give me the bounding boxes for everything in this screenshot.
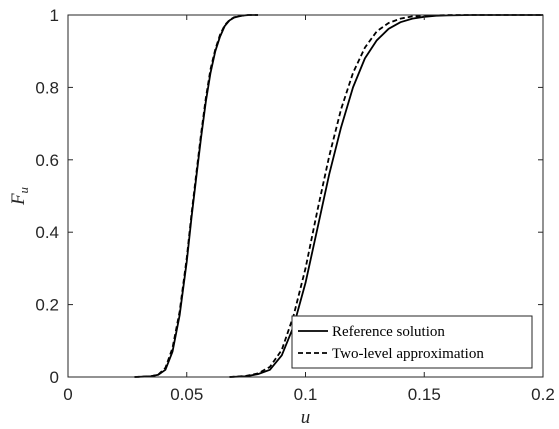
axes: 0 0.05 0.1 0.15 0.2 0 0.2 0.4 0.6 0.8 1 <box>35 6 554 404</box>
y-axis-label: Fu <box>8 186 31 206</box>
legend-label: Two-level approximation <box>332 346 484 362</box>
legend-box <box>291 315 533 369</box>
x-tick-label: 0.15 <box>408 385 441 404</box>
y-tick-label: 1 <box>50 6 59 25</box>
legend-label: Reference solution <box>332 324 445 340</box>
x-ticks: 0 0.05 0.1 0.15 0.2 <box>63 15 555 404</box>
y-axis-label-main: F <box>8 193 29 206</box>
y-ticks: 0 0.2 0.4 0.6 0.8 1 <box>35 6 543 387</box>
series-line <box>134 14 258 378</box>
series-line <box>134 14 258 378</box>
x-tick-label: 0.2 <box>531 385 555 404</box>
x-tick-label: 0.1 <box>294 385 318 404</box>
y-tick-label: 0 <box>50 368 59 387</box>
x-tick-label: 0 <box>63 385 72 404</box>
x-axis-label: u <box>301 407 311 428</box>
y-tick-label: 0.8 <box>35 78 59 97</box>
y-axis-label-subscript: u <box>16 186 31 193</box>
y-tick-label: 0.2 <box>35 296 59 315</box>
x-tick-label: 0.05 <box>170 385 203 404</box>
legend: Reference solution Two-level approximatio… <box>291 315 533 369</box>
y-tick-label: 0.4 <box>35 223 59 242</box>
y-tick-label: 0.6 <box>35 151 59 170</box>
